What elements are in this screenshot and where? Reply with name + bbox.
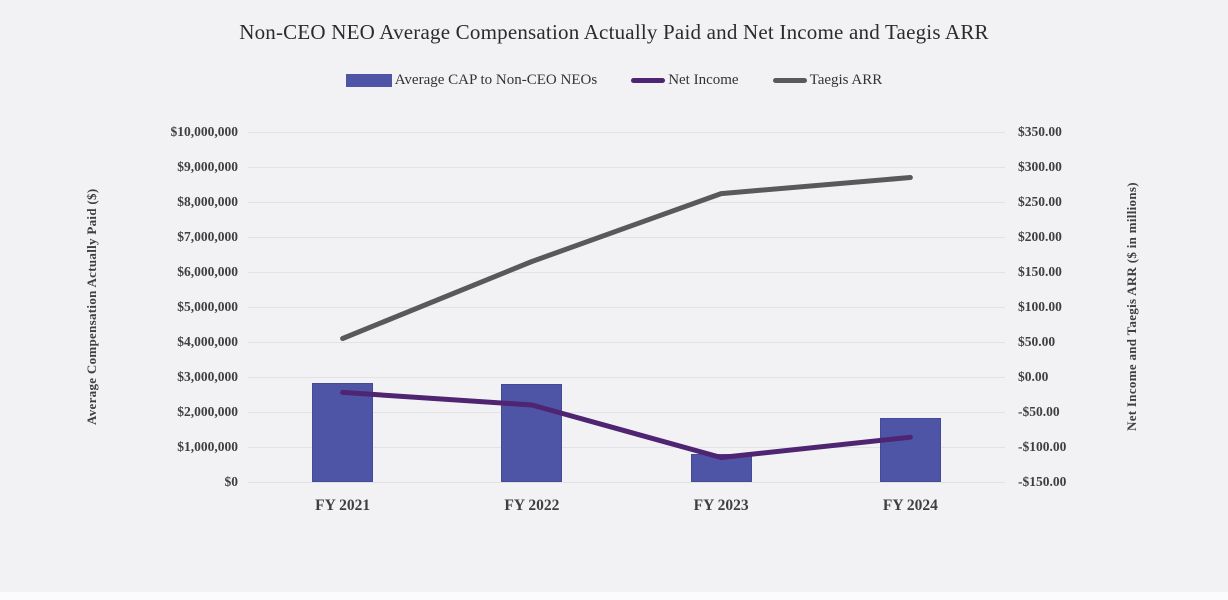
left-axis-tick: $10,000,000 xyxy=(170,124,239,139)
gridline xyxy=(248,202,1005,203)
right-axis-tick: $0.00 xyxy=(1018,369,1049,384)
legend-label: Net Income xyxy=(668,72,739,88)
x-axis-label: FY 2021 xyxy=(315,497,371,514)
right-axis-tick: $300.00 xyxy=(1018,159,1062,174)
x-axis-label: FY 2024 xyxy=(882,497,938,514)
bottom-strip xyxy=(0,592,1228,600)
gridline xyxy=(248,307,1005,308)
net-income-line xyxy=(340,389,913,460)
x-axis-label: FY 2023 xyxy=(693,497,749,514)
bar-fy-2024 xyxy=(879,417,941,482)
x-axis-label: FY 2022 xyxy=(504,497,560,514)
left-axis-tick: $4,000,000 xyxy=(177,334,238,349)
right-axis-tick: $250.00 xyxy=(1018,194,1062,209)
lines-overlay xyxy=(340,175,913,460)
chart-legend: Average CAP to Non-CEO NEOs Net Income T… xyxy=(0,72,1228,89)
left-axis-tick: $8,000,000 xyxy=(177,194,238,209)
gridline xyxy=(248,342,1005,343)
line-swatch-icon xyxy=(772,78,807,83)
right-axis-tick: -$150.00 xyxy=(1018,474,1067,489)
left-axis-tick: $1,000,000 xyxy=(177,439,238,454)
line-swatch-icon xyxy=(631,78,666,83)
gridline xyxy=(248,272,1005,273)
left-axis-tick: $2,000,000 xyxy=(177,404,238,419)
legend-item-net-income: Net Income xyxy=(631,72,739,89)
left-axis-tick: $3,000,000 xyxy=(177,369,238,384)
gridline xyxy=(248,377,1005,378)
gridline xyxy=(248,167,1005,168)
gridline xyxy=(248,237,1005,238)
gridline xyxy=(248,412,1005,413)
left-axis-tick: $9,000,000 xyxy=(177,159,238,174)
bar-fy-2021 xyxy=(312,382,374,482)
bar-swatch-icon xyxy=(345,74,392,87)
legend-item-avg-cap: Average CAP to Non-CEO NEOs xyxy=(345,72,598,89)
bar-fy-2022 xyxy=(501,384,563,482)
left-axis-tick: $6,000,000 xyxy=(177,264,238,279)
right-axis-tick: $200.00 xyxy=(1018,229,1062,244)
right-axis-tick: -$100.00 xyxy=(1018,439,1067,454)
legend-item-taegis-arr: Taegis ARR xyxy=(772,72,883,89)
right-axis-tick: $350.00 xyxy=(1018,124,1062,139)
chart-title: Non-CEO NEO Average Compensation Actuall… xyxy=(239,20,989,44)
left-axis-tick: $5,000,000 xyxy=(177,299,238,314)
gridline xyxy=(248,132,1005,133)
right-axis-tick: $150.00 xyxy=(1018,264,1062,279)
left-axis-tick: $0 xyxy=(224,474,239,489)
taegis-arr-line xyxy=(340,175,913,341)
gridline xyxy=(248,447,1005,448)
right-axis-tick: $50.00 xyxy=(1018,334,1056,349)
right-axis-tick: -$50.00 xyxy=(1018,404,1060,419)
gridline xyxy=(248,482,1005,483)
left-axis-tick: $7,000,000 xyxy=(177,229,238,244)
legend-label: Taegis ARR xyxy=(809,72,883,88)
right-axis-tick: $100.00 xyxy=(1018,299,1062,314)
legend-label: Average CAP to Non-CEO NEOs xyxy=(394,72,598,88)
